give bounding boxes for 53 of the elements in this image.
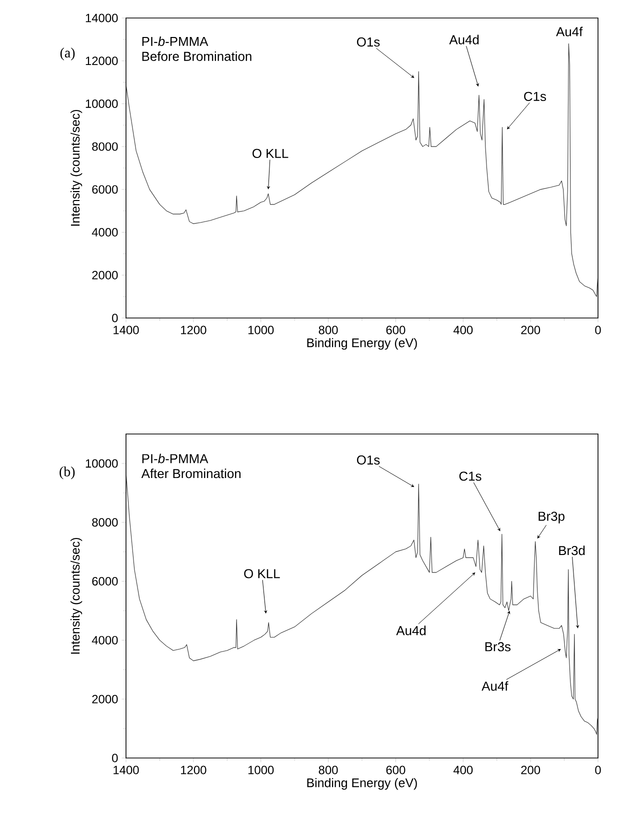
annotation: Au4f: [482, 681, 508, 691]
annotation: Au4d: [396, 626, 426, 636]
x-tick-label: 1200: [181, 766, 206, 774]
y-tick-label: 6000: [92, 185, 118, 194]
annotation: Br3p: [538, 512, 564, 524]
y-axis-title: Intensity (counts/sec): [70, 538, 82, 654]
x-tick-label: 1400: [114, 326, 139, 334]
y-tick-label: 2000: [92, 270, 118, 280]
annotation: C1s: [524, 92, 546, 102]
y-tick-label: 0: [112, 314, 118, 322]
x-tick-label: 800: [318, 766, 338, 774]
text: PI-b-PMMA: [142, 454, 208, 464]
x-tick-label: 1000: [248, 766, 274, 774]
text: Before Bromination: [142, 51, 252, 61]
annotation: Au4d: [449, 34, 479, 44]
x-tick-label: 1400: [114, 766, 139, 774]
x-tick-label: 200: [521, 766, 540, 774]
x-tick-label: 800: [318, 326, 338, 334]
x-tick-label: 0: [595, 766, 601, 774]
x-tick-label: 0: [595, 326, 601, 334]
annotation: O KLL: [252, 148, 288, 158]
y-tick-label: 10000: [86, 99, 118, 108]
y-tick-label: 6000: [92, 577, 118, 586]
x-tick-label: 600: [386, 766, 406, 774]
annotation: Au4f: [556, 26, 583, 36]
x-tick-label: 400: [453, 326, 473, 334]
x-axis-title: Binding Energy (eV): [307, 778, 417, 790]
y-tick-label: 8000: [92, 518, 118, 527]
y-axis-title: Intensity (counts/sec): [70, 110, 82, 226]
text: After Bromination: [141, 468, 241, 478]
annotation: O1s: [356, 455, 380, 465]
y-tick-label: 0: [112, 754, 118, 762]
y-tick-label: 10000: [86, 459, 118, 468]
y-tick-label: 4000: [92, 228, 118, 237]
annotation: O1s: [356, 37, 380, 47]
annotation: Br3d: [559, 546, 585, 556]
x-axis-title: Binding Energy (eV): [307, 338, 417, 350]
y-tick-label: 14000: [86, 14, 118, 22]
x-tick-label: 600: [386, 326, 406, 334]
annotation: C1s: [459, 472, 482, 481]
y-tick-label: 12000: [86, 56, 118, 66]
x-tick-label: 1000: [248, 326, 274, 334]
y-tick-label: 4000: [92, 636, 118, 644]
y-tick-label: 8000: [92, 142, 118, 151]
x-tick-label: 400: [453, 766, 473, 774]
text: (b): [60, 466, 75, 480]
x-tick-label: 200: [521, 326, 540, 334]
x-tick-label: 1200: [181, 326, 206, 334]
text: (a): [60, 48, 75, 60]
annotation: O KLL: [244, 569, 280, 578]
y-tick-label: 2000: [92, 694, 118, 704]
annotation: Br3s: [485, 642, 511, 652]
text: PI-b-PMMA: [142, 36, 208, 46]
